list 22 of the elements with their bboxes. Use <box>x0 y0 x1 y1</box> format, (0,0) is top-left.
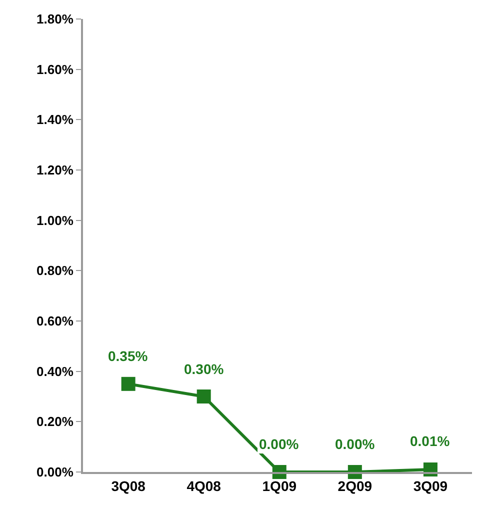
x-tick-label: 1Q09 <box>262 478 297 494</box>
y-tick-label: 0.60% <box>36 314 74 329</box>
point <box>121 376 136 391</box>
y-tick-label: 0.00% <box>36 464 74 480</box>
x-tick-label: 4Q08 <box>186 478 222 494</box>
point <box>196 390 211 404</box>
y-tick-label: 1.60% <box>36 62 74 77</box>
y-tick-label: 0.40% <box>36 364 74 379</box>
data-label: 0.01% <box>410 433 450 449</box>
y-tick-label: 1.00% <box>36 212 74 228</box>
y-tick-label: 1.40% <box>36 112 74 128</box>
y-tick-label: 1.20% <box>36 162 74 178</box>
x-tick-label: 3Q09 <box>413 478 448 494</box>
data-label: 0.30% <box>184 361 224 377</box>
data-label: 0.00% <box>259 436 300 452</box>
data-label: 0.00% <box>335 436 376 452</box>
y-tick-label: 0.80% <box>36 263 74 278</box>
x-tick-label: 2Q09 <box>338 478 372 494</box>
x-tick-label: 3Q08 <box>111 478 146 494</box>
data-label: 0.35% <box>108 348 148 364</box>
y-tick-label: 0.20% <box>36 414 74 430</box>
y-tick-label: 1.80% <box>36 12 74 27</box>
